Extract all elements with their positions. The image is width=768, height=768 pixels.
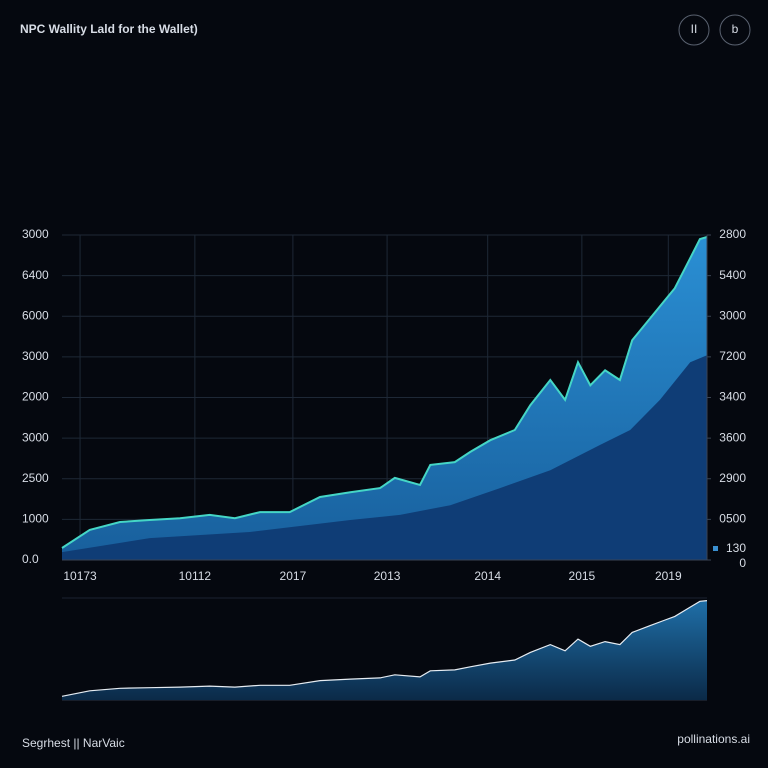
y-tick-label: 0.0 [22,552,39,566]
watermark: pollinations.ai [677,732,750,746]
button[interactable]: b [732,22,739,36]
y-tick-label: 3000 [22,349,49,363]
y2-tick-label: 0500 [719,512,746,526]
x-tick-label: 10173 [63,569,97,583]
y2-tick-label: 3400 [719,390,746,404]
x-tick-label: 2013 [374,569,401,583]
y2-tick-label: 0 [739,556,746,570]
y-tick-label: 3000 [22,227,49,241]
y2-tick-label: 2800 [719,227,746,241]
y-tick-label: 2500 [22,471,49,485]
legend-label: 130 [726,541,746,555]
y-tick-label: 2000 [22,390,49,404]
x-tick-label: 2014 [474,569,501,583]
chart-title: NPC Wallity Lald for the Wallet) [20,22,198,36]
overview-area [62,600,707,700]
x-tick-label: 2019 [655,569,682,583]
y2-tick-label: 5400 [719,268,746,282]
y2-tick-label: 2900 [719,471,746,485]
x-tick-label: 2017 [280,569,307,583]
area [62,355,707,560]
y-tick-label: 6400 [22,268,49,282]
y-tick-label: 6000 [22,308,49,322]
button-ring[interactable] [719,14,751,46]
y-tick-label: 3000 [22,430,49,444]
overview-line [61,600,708,697]
x-tick-label: 2015 [569,569,596,583]
y2-tick-label: 3000 [719,308,746,322]
footer: Segrhest || NarVaic [22,736,125,750]
x-tick-label: 10112 [179,569,212,583]
area-edge [61,236,708,549]
button[interactable]: II [691,22,698,36]
y-tick-label: 1000 [22,512,49,526]
y2-tick-label: 3600 [719,430,746,444]
y2-tick-label: 7200 [719,349,746,363]
button-ring[interactable] [678,14,710,46]
legend-swatch [713,546,718,551]
